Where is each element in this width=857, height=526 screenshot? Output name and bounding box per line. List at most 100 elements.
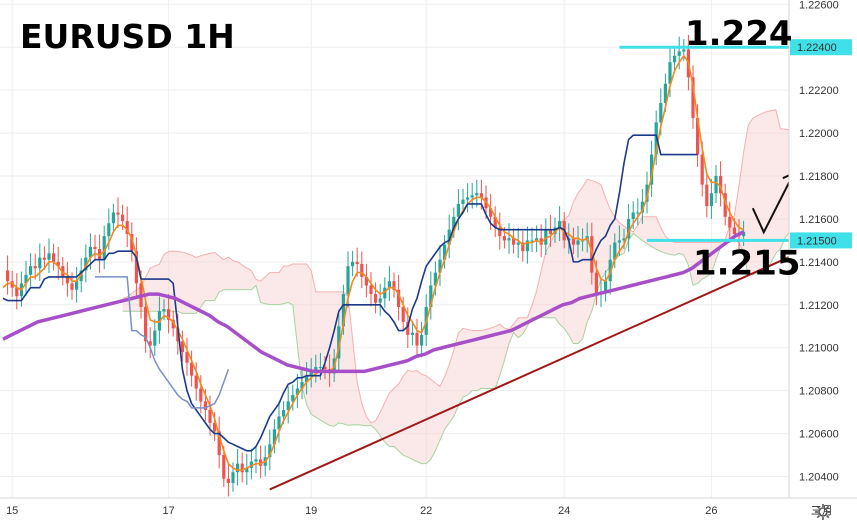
candle-body [544, 229, 548, 245]
candle-body [622, 238, 626, 241]
candle-body [314, 367, 318, 372]
base-line [2, 134, 698, 452]
candle-body [231, 472, 235, 483]
candle-body [125, 221, 129, 234]
candle-body [236, 463, 240, 473]
candle-body [240, 463, 244, 473]
candle-body [245, 467, 249, 473]
conversion-line [2, 55, 744, 471]
price-axis-background [789, 0, 857, 498]
price-tick-label: 1.20600 [799, 429, 839, 441]
candle-body [305, 375, 309, 383]
candle-body [452, 216, 456, 230]
candle-body [475, 193, 479, 196]
candle-body [613, 242, 617, 260]
candle-body [498, 227, 502, 237]
price-tick-label: 1.21200 [799, 300, 839, 312]
moving-average-line [2, 230, 745, 374]
candle-body [456, 203, 460, 217]
candle-body [415, 332, 419, 346]
indicator-lines [2, 55, 745, 471]
chart-title: EURUSD 1H [20, 17, 235, 56]
candle-body [70, 283, 74, 290]
candle-body [397, 289, 401, 307]
candle-body [705, 184, 709, 207]
candle-body [33, 266, 37, 269]
candle-body [696, 118, 700, 155]
price-tick-label: 1.21600 [799, 214, 839, 226]
candle-body [714, 176, 718, 194]
candle-body [466, 197, 470, 200]
candle-body [719, 176, 723, 194]
candle-body [309, 371, 313, 376]
candle-body [512, 238, 516, 245]
time-tick-label: 22 [420, 505, 432, 517]
candle-body [323, 367, 327, 370]
candle-body [443, 244, 447, 260]
candle-body [291, 394, 295, 402]
level-price-label: 1.21500 [797, 235, 837, 247]
candle-body [732, 227, 736, 234]
price-tick-label: 1.21800 [799, 171, 839, 183]
candle-body [682, 49, 686, 52]
candle-body [489, 208, 493, 217]
candle-body [52, 253, 56, 262]
candle-body [627, 218, 631, 239]
candle-body [438, 259, 442, 273]
candle-body [272, 429, 276, 445]
price-tick-label: 1.21000 [799, 343, 839, 355]
candle-body [470, 195, 474, 198]
price-tick-label: 1.20400 [799, 472, 839, 484]
candle-body [530, 240, 534, 242]
candle-body [194, 375, 198, 389]
candle-body [516, 242, 520, 245]
candle-body [24, 274, 28, 284]
candle-body [116, 212, 120, 215]
candle-body [153, 330, 157, 346]
candle-body [84, 257, 88, 271]
candle-body [461, 199, 465, 204]
cloud-fill [122, 109, 818, 464]
candle-body [213, 422, 217, 432]
level-price-label: 1.22400 [797, 42, 837, 54]
candle-body [673, 55, 677, 63]
settings-gear-icon[interactable] [813, 502, 833, 522]
candle-body [226, 478, 230, 483]
candle-body [295, 388, 299, 395]
candle-body [47, 253, 51, 260]
candle-body [346, 266, 350, 295]
candle-body [337, 326, 341, 359]
price-tick-label: 1.22200 [799, 85, 839, 97]
candle-body [171, 319, 175, 329]
candle-body [406, 321, 410, 335]
candle-body [102, 236, 106, 260]
level-annotation: 1.215 [693, 243, 801, 283]
price-tick-label: 1.22000 [799, 128, 839, 140]
candle-body [401, 306, 405, 322]
price-tick-label: 1.21400 [799, 257, 839, 269]
candle-body [217, 431, 221, 456]
candle-body [742, 231, 746, 237]
candle-body [433, 272, 437, 286]
ichimoku-cloud [122, 109, 818, 465]
candle-body [645, 184, 649, 202]
candle-body [208, 409, 212, 423]
candle-body [709, 193, 713, 207]
candle-body [107, 223, 111, 237]
candle-body [254, 459, 258, 462]
candle-body [387, 281, 391, 288]
candle-body [691, 77, 695, 119]
candle-body [190, 362, 194, 376]
candle-body [360, 264, 364, 277]
candle-body [548, 229, 552, 234]
candle-body [6, 270, 10, 282]
candle-body [341, 294, 345, 327]
candle-body [286, 401, 290, 410]
candle-body [134, 251, 138, 284]
candle-body [640, 201, 644, 213]
candle-body [590, 236, 594, 273]
candle-body [167, 309, 171, 320]
